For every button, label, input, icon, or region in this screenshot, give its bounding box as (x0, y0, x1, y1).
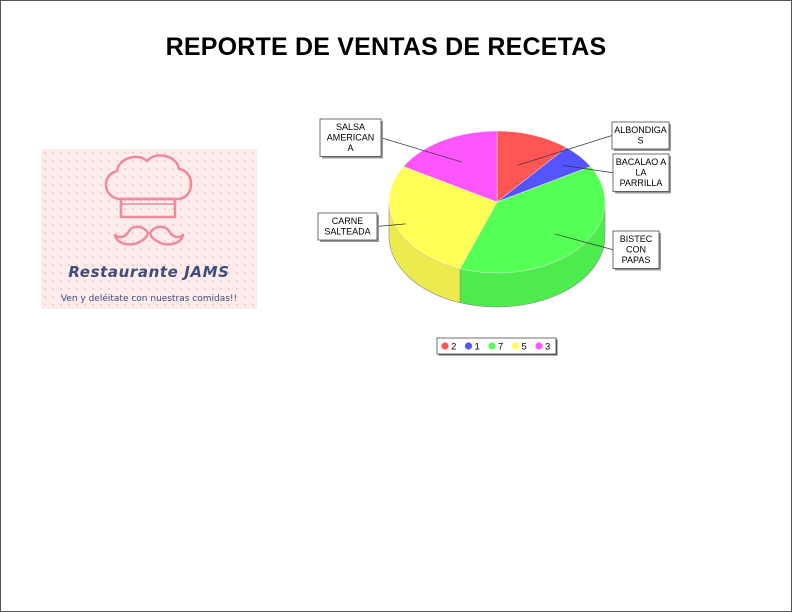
callout-box (612, 230, 660, 269)
legend-item: 5 (511, 342, 527, 353)
pie-slice-carne-salteada[interactable] (388, 166, 498, 269)
callout-carne-salteada: CARNE SALTEADA (317, 212, 406, 242)
callout-bistec-con-papas: BISTEC CON PAPAS (554, 230, 661, 271)
callout-leader-line (376, 223, 406, 227)
report-title: REPORTE DE VENTAS DE RECETAS (165, 33, 607, 61)
legend-value: 2 (451, 342, 456, 353)
legend-item: 3 (535, 342, 550, 353)
legend-swatch (441, 342, 449, 350)
logo-tagline: Ven y deléitate con nuestras comidas!! (60, 294, 238, 304)
legend-swatch (511, 342, 520, 350)
slice-label: BISTEC CON PAPAS (620, 234, 653, 265)
legend-item: 1 (464, 342, 480, 353)
callout-salsa-americana: SALSA AMERICAN A (319, 118, 463, 163)
callout-bacalao-a-la-parrilla: BACALAO A LA PARRILLA (563, 153, 671, 194)
legend-swatch (535, 342, 543, 350)
slice-label: CARNE SALTEADA (324, 216, 370, 237)
callout-box (317, 212, 378, 241)
legend-value: 3 (545, 342, 550, 353)
callout-leader-line (563, 165, 614, 174)
legend-item: 2 (441, 342, 456, 353)
legend-value: 7 (498, 342, 503, 353)
pie-callouts: ALBONDIGA S BACALAO A LA PARRILLA BISTEC CON PA… (317, 118, 671, 271)
pie-slice-salsa-americana[interactable] (403, 130, 498, 203)
callout-albondigas: ALBONDIGA S (517, 121, 671, 166)
callout-leader-line (380, 137, 463, 163)
callout-leader-line (517, 135, 613, 166)
legend-swatch (488, 342, 496, 350)
callout-box (319, 118, 382, 157)
pie-slice-bistec-con-papas[interactable] (459, 166, 606, 274)
slice-label: BACALAO A LA PARRILLA (616, 157, 667, 188)
restaurant-logo: Restaurante JAMS Ven y deléitate con nue… (41, 149, 257, 309)
legend-value: 1 (475, 342, 480, 353)
chef-hat-mustache-icon (104, 154, 193, 246)
pie-slice-albondigas[interactable] (496, 130, 567, 203)
legend-box (436, 337, 557, 355)
callout-leader-line (554, 233, 614, 251)
slice-label: ALBONDIGA S (614, 125, 667, 146)
pie-slices (388, 130, 606, 274)
legend-value: 5 (522, 342, 527, 353)
logo-brand-name: Restaurante JAMS (68, 263, 230, 281)
pie-legend: 2 1 7 5 3 (436, 337, 558, 356)
legend-item: 7 (488, 342, 503, 353)
legend-swatch (464, 342, 473, 350)
callout-box (612, 153, 670, 192)
slice-label: SALSA AMERICAN A (327, 122, 375, 153)
callout-box (611, 121, 670, 150)
